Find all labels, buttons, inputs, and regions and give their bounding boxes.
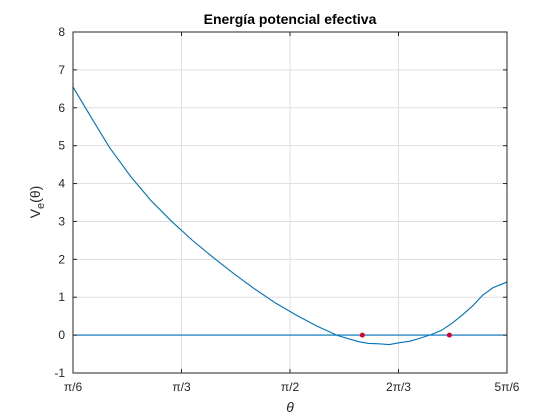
root-marker-point bbox=[446, 332, 452, 338]
y-tick-label: 7 bbox=[58, 63, 65, 77]
y-tick-label: 4 bbox=[58, 177, 65, 191]
y-tick-label: 6 bbox=[58, 101, 65, 115]
chart-title: Energía potencial efectiva bbox=[204, 11, 377, 27]
x-tick-label: 2π/3 bbox=[386, 380, 411, 394]
root-marker-point bbox=[359, 332, 365, 338]
tick-layer: π/6 π/3 π/2 2π/3 5π/6 -1 0 1 2 3 4 5 6 7 8 bbox=[54, 25, 519, 394]
y-axis-label-subscript: e bbox=[35, 203, 47, 209]
y-axis-label-argument: (θ) bbox=[27, 186, 43, 203]
y-tick-label: 1 bbox=[58, 290, 65, 304]
x-tick-label: π/6 bbox=[64, 380, 83, 394]
y-tick-label: 5 bbox=[58, 139, 65, 153]
y-tick-label: 8 bbox=[58, 25, 65, 39]
series-layer bbox=[72, 86, 508, 346]
x-tick-label: π/2 bbox=[281, 380, 300, 394]
y-tick-label: 3 bbox=[58, 214, 65, 228]
x-tick-label: π/3 bbox=[172, 380, 191, 394]
potential-curve-line bbox=[72, 86, 508, 346]
y-axis-label: Ve(θ) bbox=[27, 186, 47, 219]
y-tick-label: -1 bbox=[54, 366, 65, 380]
y-axis-label-main: V bbox=[27, 208, 43, 218]
y-tick-label: 2 bbox=[58, 252, 65, 266]
x-axis-label: θ bbox=[286, 399, 294, 415]
marker-layer bbox=[359, 332, 452, 338]
y-tick-label: 0 bbox=[58, 328, 65, 342]
x-tick-label: 5π/6 bbox=[495, 380, 520, 394]
